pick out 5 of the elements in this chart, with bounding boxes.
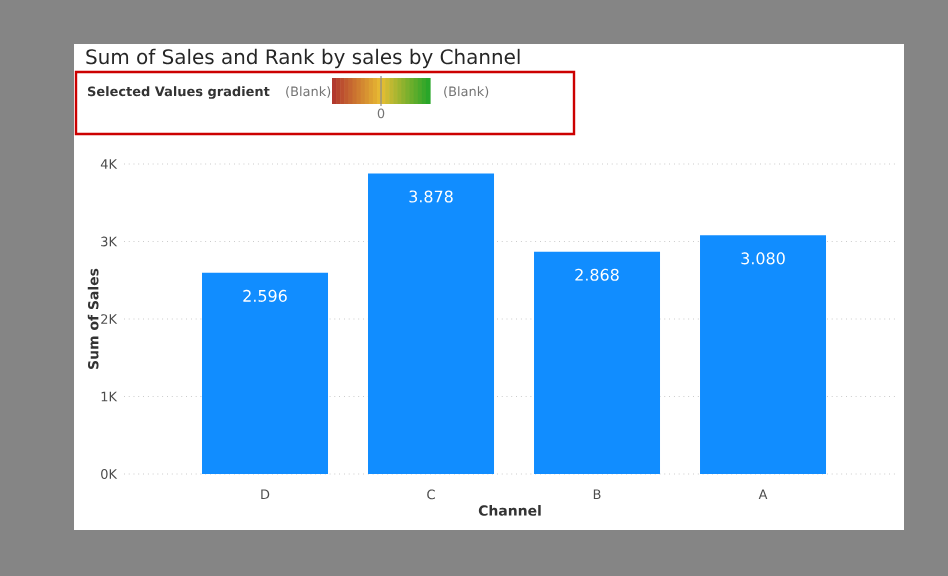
bar [534,251,661,474]
chart-title: Sum of Sales and Rank by sales by Channel [86,48,520,69]
bar [700,235,827,474]
bar [368,173,495,474]
bar [202,272,329,474]
